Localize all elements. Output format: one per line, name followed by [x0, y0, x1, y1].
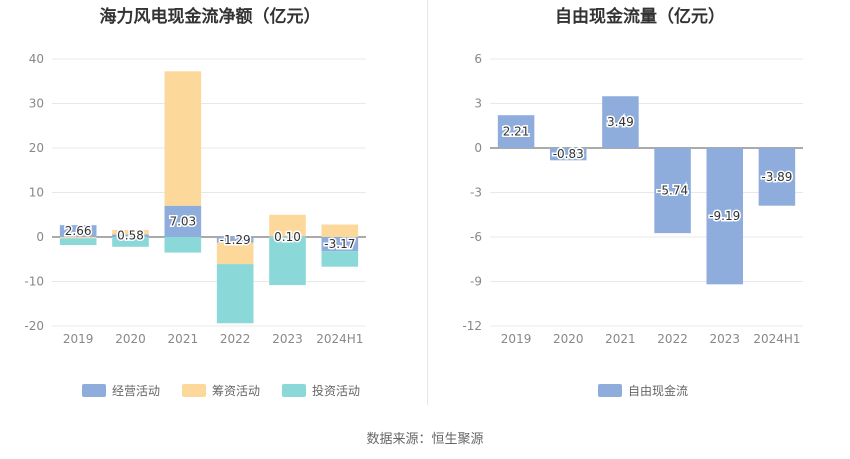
bar: [549, 148, 587, 161]
x-tick-label: 2019: [63, 332, 94, 346]
bar: [497, 115, 535, 148]
data-label: -3.89: [761, 170, 792, 184]
data-label: 0.58: [117, 229, 144, 243]
y-tick-label: -12: [462, 319, 482, 333]
bar: [216, 242, 254, 265]
legend-item[interactable]: 自由现金流: [598, 382, 688, 399]
data-label: 2.66: [65, 224, 92, 238]
bar: [758, 148, 796, 206]
bar: [321, 237, 359, 252]
x-tick-label: 2021: [168, 332, 199, 346]
bar: [654, 148, 691, 234]
y-tick-label: 30: [29, 97, 44, 111]
y-tick-label: 10: [29, 186, 44, 200]
bar: [59, 238, 97, 246]
bar: [112, 237, 149, 247]
left-legend: 经营活动 筹资活动 投资活动: [82, 382, 382, 399]
panel-divider: [427, 0, 428, 405]
legend-swatch: [282, 384, 307, 397]
bar: [216, 264, 254, 324]
bar: [164, 237, 202, 253]
legend-label: 筹资活动: [212, 384, 261, 398]
legend-item[interactable]: 投资活动: [282, 382, 360, 399]
bar: [59, 237, 97, 239]
legend-label: 自由现金流: [628, 384, 689, 398]
y-tick-label: -6: [470, 230, 482, 244]
data-label: 7.03: [169, 214, 196, 228]
bar: [321, 224, 359, 237]
y-tick-label: -9: [470, 275, 482, 289]
data-label: -0.83: [553, 147, 584, 161]
bar: [216, 237, 254, 243]
y-tick-label: 0: [474, 141, 482, 155]
data-label: 2.21: [503, 125, 530, 139]
left-chart-title: 海力风电现金流净额（亿元）: [99, 7, 321, 27]
legend-label: 经营活动: [112, 384, 161, 398]
y-tick-label: 6: [474, 52, 482, 66]
x-tick-label: 2021: [605, 332, 636, 346]
y-tick-label: 20: [29, 141, 44, 155]
bar: [706, 148, 744, 285]
y-tick-label: 40: [29, 52, 44, 66]
x-tick-label: 2024H1: [316, 332, 363, 346]
x-tick-label: 2024H1: [753, 332, 800, 346]
bar: [112, 229, 149, 235]
y-tick-label: 3: [474, 97, 482, 111]
bar: [164, 71, 202, 206]
legend-swatch: [82, 384, 106, 397]
data-label: 0.10: [274, 230, 301, 244]
data-label: 3.49: [607, 115, 634, 129]
bar: [59, 225, 97, 237]
data-label: -9.19: [709, 209, 740, 223]
data-label: -3.17: [324, 237, 355, 251]
bar: [112, 234, 149, 237]
bar: [164, 205, 202, 237]
y-tick-label: 0: [36, 230, 44, 244]
y-tick-label: -3: [470, 186, 482, 200]
bar: [269, 214, 306, 237]
y-tick-label: -20: [24, 319, 44, 333]
bar: [269, 236, 306, 238]
x-tick-label: 2020: [115, 332, 146, 346]
legend-label: 投资活动: [312, 384, 361, 398]
legend-swatch: [598, 384, 622, 397]
x-tick-label: 2022: [657, 332, 688, 346]
x-tick-label: 2023: [709, 332, 740, 346]
free-cash-flow-chart: 6 3 0 -3 -6 -9 -12 2019 2.21 2020 -0.83 2021 3.49 202…: [462, 52, 803, 346]
data-label: -5.74: [657, 184, 688, 198]
right-chart-title: 自由现金流量（亿元）: [555, 7, 725, 27]
legend-item[interactable]: 经营活动: [82, 382, 160, 399]
data-label: -1.29: [220, 233, 251, 247]
x-tick-label: 2020: [553, 332, 584, 346]
y-tick-label: -10: [24, 275, 44, 289]
x-tick-label: 2019: [501, 332, 532, 346]
x-tick-label: 2023: [272, 332, 303, 346]
right-legend: 自由现金流: [598, 382, 710, 399]
bar: [602, 96, 639, 148]
data-source-footer: 数据来源：恒生聚源: [366, 432, 484, 447]
legend-swatch: [182, 384, 207, 397]
bar: [321, 251, 359, 267]
x-tick-label: 2022: [220, 332, 251, 346]
bar: [269, 237, 306, 286]
legend-item[interactable]: 筹资活动: [182, 382, 260, 399]
cash-flow-net-chart: 40 30 20 10 0 -10 -20 2019 2.66 2020 0.58 2021 7.03 2…: [24, 52, 366, 346]
